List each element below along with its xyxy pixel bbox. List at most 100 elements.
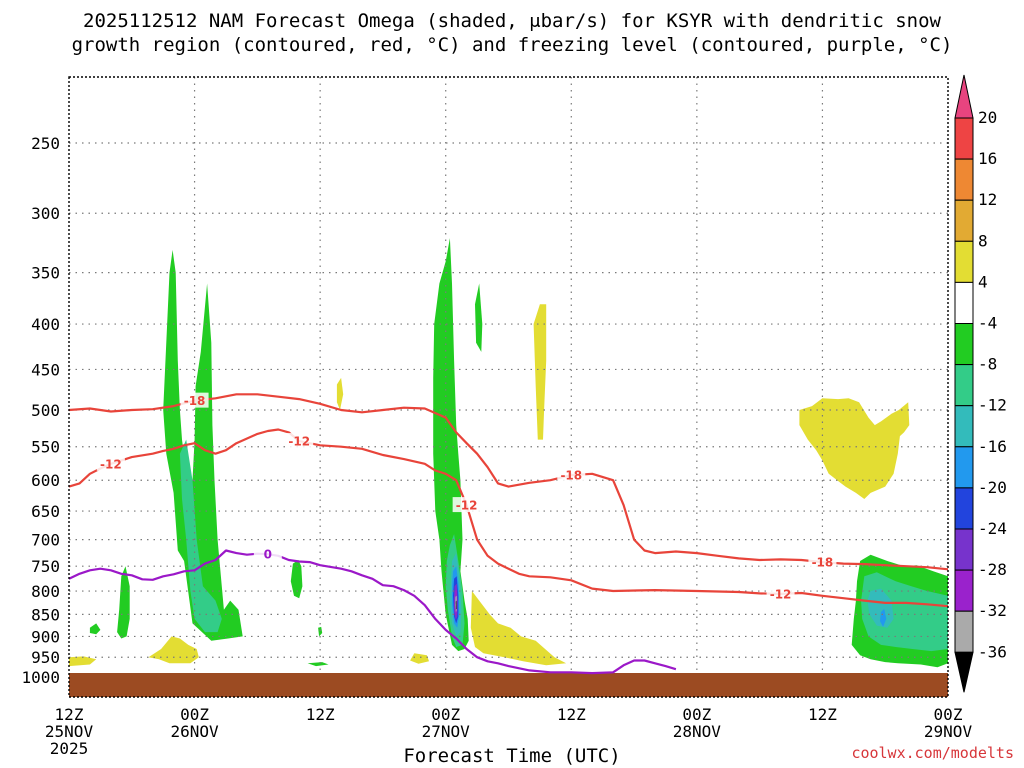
y-tick-label-750: 750 — [31, 557, 60, 576]
x-tick-label-3: 00Z — [431, 705, 460, 724]
colorbar-swatch-11 — [954, 528, 974, 571]
omega-region-0-6 — [318, 626, 323, 637]
colorbar-label-8: -16 — [978, 437, 1007, 456]
x-tick-label-0: 12Z — [55, 705, 84, 724]
colorbar-swatch-10 — [954, 487, 974, 530]
y-tick-label-500: 500 — [31, 401, 60, 420]
contour-label-2-0: 0 — [264, 548, 272, 562]
x-tick-label-6: 12Z — [808, 705, 837, 724]
contour-label-bg-2-0 — [253, 546, 282, 562]
omega-region-9-1 — [470, 591, 567, 666]
contour-label-bg-1-3 — [766, 585, 795, 601]
ground-surface — [69, 673, 948, 697]
x-tick-label-5: 00Z — [682, 705, 711, 724]
y-tick-label-400: 400 — [31, 315, 60, 334]
colorbar-label-1: 16 — [978, 149, 997, 168]
plot-frame — [68, 76, 949, 698]
contour-label-1-2: -12 — [456, 499, 478, 513]
x-tick-label-1: 00Z — [180, 705, 209, 724]
x-tick-date-5: 28NOV — [673, 722, 722, 741]
colorbar-label-5: -4 — [978, 314, 997, 333]
colorbar-top-arrow — [954, 74, 974, 119]
contour-label-1-0: -12 — [100, 457, 122, 471]
y-tick-label-300: 300 — [31, 204, 60, 223]
x-tick-date-7: 29NOV — [924, 722, 973, 741]
omega-region-9-0 — [533, 304, 547, 440]
omega-region-0-4 — [89, 623, 101, 635]
omega-region-9-5 — [410, 653, 429, 664]
y-tick-label-250: 250 — [31, 134, 60, 153]
omega-region-0-7 — [475, 283, 483, 352]
x-tick-year-0: 2025 — [50, 739, 89, 758]
contour-label-0-0: -18 — [184, 394, 206, 408]
omega-region-0-8 — [307, 662, 329, 667]
omega-region-9-3 — [148, 636, 199, 664]
colorbar-label-11: -28 — [978, 560, 1007, 579]
colorbar-label-12: -32 — [978, 601, 1007, 620]
omega-region-9-2 — [799, 398, 910, 499]
y-tick-label-600: 600 — [31, 471, 60, 490]
colorbar-swatch-4 — [954, 240, 974, 283]
x-tick-label-2: 12Z — [306, 705, 335, 724]
omega-region-9-6 — [336, 377, 344, 410]
y-tick-label-700: 700 — [31, 531, 60, 550]
colorbar-label-10: -24 — [978, 519, 1007, 538]
contour-label-0-2: -18 — [812, 556, 834, 570]
omega-region-3-1 — [880, 608, 887, 627]
x-tick-date-0: 25NOV — [45, 722, 94, 741]
x-tick-date-3: 27NOV — [422, 722, 471, 741]
colorbar-label-13: -36 — [978, 642, 1007, 661]
omega-region-9-4 — [69, 656, 97, 667]
omega-region-8-0 — [455, 600, 457, 610]
chart-title-line1: 2025112512 NAM Forecast Omega (shaded, μ… — [83, 10, 941, 32]
omega-region-0-5 — [290, 560, 303, 599]
y-tick-label-900: 900 — [31, 627, 60, 646]
contour-label-bg-1-1 — [285, 433, 314, 449]
colorbar-swatch-8 — [954, 405, 974, 448]
x-tick-label-7: 00Z — [934, 705, 963, 724]
freezing-contour-2 — [68, 549, 677, 675]
colorbar-swatch-2 — [954, 158, 974, 201]
site-credit[interactable]: coolwx.com/modelts — [851, 744, 1014, 762]
contour-label-bg-0-1 — [557, 467, 586, 483]
contour-label-bg-1-2 — [452, 497, 481, 513]
omega-region-0-3 — [117, 566, 130, 639]
colorbar-swatch-13 — [954, 610, 974, 653]
y-tick-label-800: 800 — [31, 582, 60, 601]
contour-label-1-3: -12 — [770, 587, 792, 601]
omega-region-1-0 — [179, 439, 222, 633]
colorbar-swatch-9 — [954, 446, 974, 489]
colorbar-bottom-arrow — [954, 651, 974, 693]
chart-title-line2: growth region (contoured, red, °C) and f… — [71, 34, 953, 56]
contour-label-1-1: -12 — [288, 435, 310, 449]
colorbar-label-4: 4 — [978, 272, 988, 291]
y-tick-label-450: 450 — [31, 360, 60, 379]
contour-label-bg-0-0 — [180, 392, 209, 408]
colorbar-label-2: 12 — [978, 190, 997, 209]
isotherm-contour-0 — [68, 393, 949, 571]
colorbar-swatch-7 — [954, 364, 974, 407]
colorbar-label-6: -8 — [978, 355, 997, 374]
y-tick-label-650: 650 — [31, 502, 60, 521]
colorbar-swatch-3 — [954, 199, 974, 242]
contour-label-bg-0-2 — [808, 554, 837, 570]
contour-label-0-1: -18 — [560, 469, 582, 483]
colorbar-label-9: -20 — [978, 478, 1007, 497]
y-tick-label-950: 950 — [31, 648, 60, 667]
x-tick-label-4: 12Z — [557, 705, 586, 724]
colorbar-swatch-12 — [954, 569, 974, 612]
contour-label-bg-1-0 — [96, 455, 125, 471]
colorbar-label-0: 20 — [978, 108, 997, 127]
y-tick-label-350: 350 — [31, 264, 60, 283]
colorbar-label-7: -12 — [978, 396, 1007, 415]
omega-region-0-0 — [163, 249, 243, 641]
colorbar-swatch-1 — [954, 117, 974, 160]
y-tick-label-1000: 1000 — [21, 668, 60, 687]
colorbar-label-3: 8 — [978, 231, 988, 250]
x-axis-title: Forecast Time (UTC) — [403, 745, 621, 767]
omega-region-2-1 — [867, 588, 894, 628]
colorbar-swatch-6 — [954, 323, 974, 366]
colorbar-swatch-5 — [954, 281, 974, 324]
omega-region-0-1 — [433, 238, 469, 652]
